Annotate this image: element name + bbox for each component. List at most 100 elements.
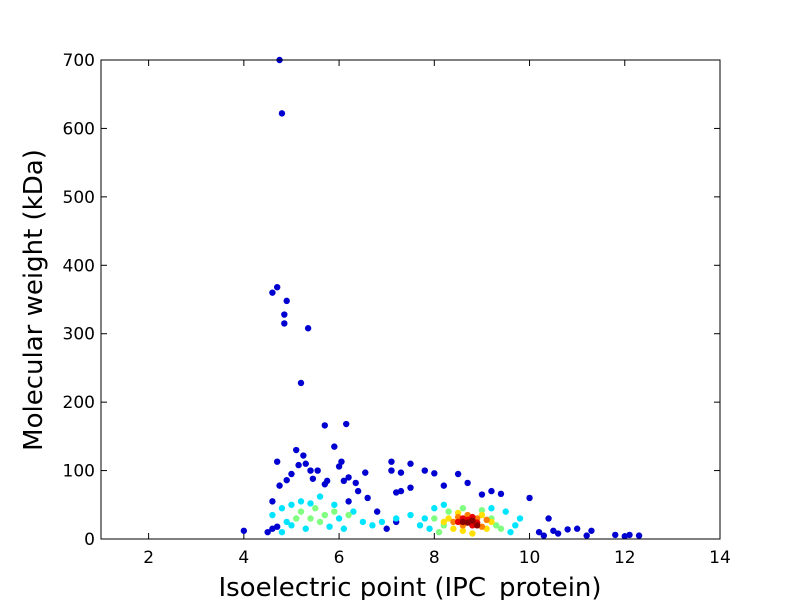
point bbox=[316, 518, 324, 526]
point bbox=[493, 522, 500, 529]
point bbox=[454, 470, 462, 478]
point bbox=[388, 467, 395, 474]
x-tick-label: 6 bbox=[334, 548, 345, 568]
point bbox=[545, 515, 552, 522]
point bbox=[464, 479, 471, 487]
point bbox=[573, 525, 581, 532]
point bbox=[335, 515, 343, 522]
point bbox=[278, 505, 286, 512]
point bbox=[535, 528, 543, 536]
point bbox=[497, 490, 505, 498]
point bbox=[364, 494, 371, 502]
point bbox=[440, 501, 448, 508]
point bbox=[431, 470, 438, 477]
point bbox=[331, 508, 338, 515]
point bbox=[450, 525, 457, 532]
point bbox=[323, 477, 331, 485]
point bbox=[550, 527, 557, 534]
point bbox=[507, 528, 514, 536]
point bbox=[350, 508, 357, 515]
point bbox=[307, 515, 314, 522]
point bbox=[335, 463, 343, 470]
point bbox=[264, 528, 271, 536]
point bbox=[421, 467, 428, 474]
point bbox=[302, 525, 309, 532]
point bbox=[478, 511, 486, 519]
y-tick-label: 400 bbox=[63, 256, 95, 276]
point bbox=[273, 283, 281, 291]
point bbox=[343, 420, 350, 428]
point bbox=[469, 517, 476, 524]
point bbox=[454, 518, 462, 526]
point bbox=[338, 458, 345, 465]
point bbox=[304, 325, 312, 332]
point bbox=[283, 518, 290, 526]
point bbox=[288, 501, 295, 508]
point bbox=[288, 522, 295, 529]
y-axis-label: Molecular weight (kDa) bbox=[19, 149, 49, 451]
x-tick-label: 10 bbox=[519, 548, 541, 568]
point bbox=[345, 474, 352, 481]
point bbox=[407, 484, 414, 491]
point bbox=[450, 518, 457, 526]
y-tick-label: 600 bbox=[63, 119, 95, 139]
point bbox=[469, 530, 476, 537]
point bbox=[345, 511, 352, 519]
point bbox=[564, 526, 571, 533]
point bbox=[354, 487, 362, 495]
point bbox=[273, 458, 281, 465]
x-tick-label: 4 bbox=[238, 548, 249, 568]
y-tick-label: 500 bbox=[63, 188, 95, 208]
point bbox=[626, 531, 633, 539]
y-tick-label: 200 bbox=[63, 393, 95, 413]
point bbox=[416, 522, 424, 529]
y-tick-label: 700 bbox=[63, 51, 95, 71]
point bbox=[488, 505, 495, 512]
point bbox=[478, 491, 486, 498]
point bbox=[352, 479, 359, 487]
point bbox=[276, 482, 283, 489]
point bbox=[459, 527, 467, 534]
point bbox=[512, 522, 519, 529]
point bbox=[497, 525, 505, 532]
point bbox=[431, 515, 438, 522]
point bbox=[440, 518, 448, 526]
point bbox=[378, 518, 386, 526]
point bbox=[459, 505, 467, 512]
point bbox=[273, 523, 281, 530]
point bbox=[583, 532, 590, 539]
point bbox=[288, 470, 295, 478]
point bbox=[302, 460, 309, 467]
point bbox=[554, 530, 562, 537]
point bbox=[283, 476, 290, 484]
point bbox=[240, 527, 248, 534]
point bbox=[383, 525, 390, 532]
point bbox=[393, 515, 400, 522]
point bbox=[269, 289, 276, 296]
point bbox=[307, 467, 314, 474]
point bbox=[293, 515, 300, 522]
point bbox=[407, 511, 414, 519]
point bbox=[312, 505, 319, 512]
point bbox=[440, 482, 448, 489]
y-tick-label: 300 bbox=[63, 325, 95, 345]
point bbox=[435, 528, 443, 536]
point bbox=[473, 522, 481, 529]
point bbox=[526, 494, 533, 502]
point bbox=[588, 527, 595, 534]
plot-frame bbox=[100, 59, 721, 540]
point bbox=[326, 523, 333, 530]
point bbox=[278, 110, 286, 117]
x-tick-label: 14 bbox=[709, 548, 731, 568]
point bbox=[540, 532, 548, 539]
x-tick-label: 8 bbox=[429, 548, 440, 568]
point bbox=[297, 498, 305, 505]
point bbox=[281, 320, 288, 327]
point bbox=[362, 469, 369, 476]
point bbox=[502, 508, 509, 515]
point bbox=[431, 505, 438, 512]
x-axis-label: Isoelectric point (IPC_protein) bbox=[218, 573, 601, 600]
point bbox=[293, 446, 300, 454]
